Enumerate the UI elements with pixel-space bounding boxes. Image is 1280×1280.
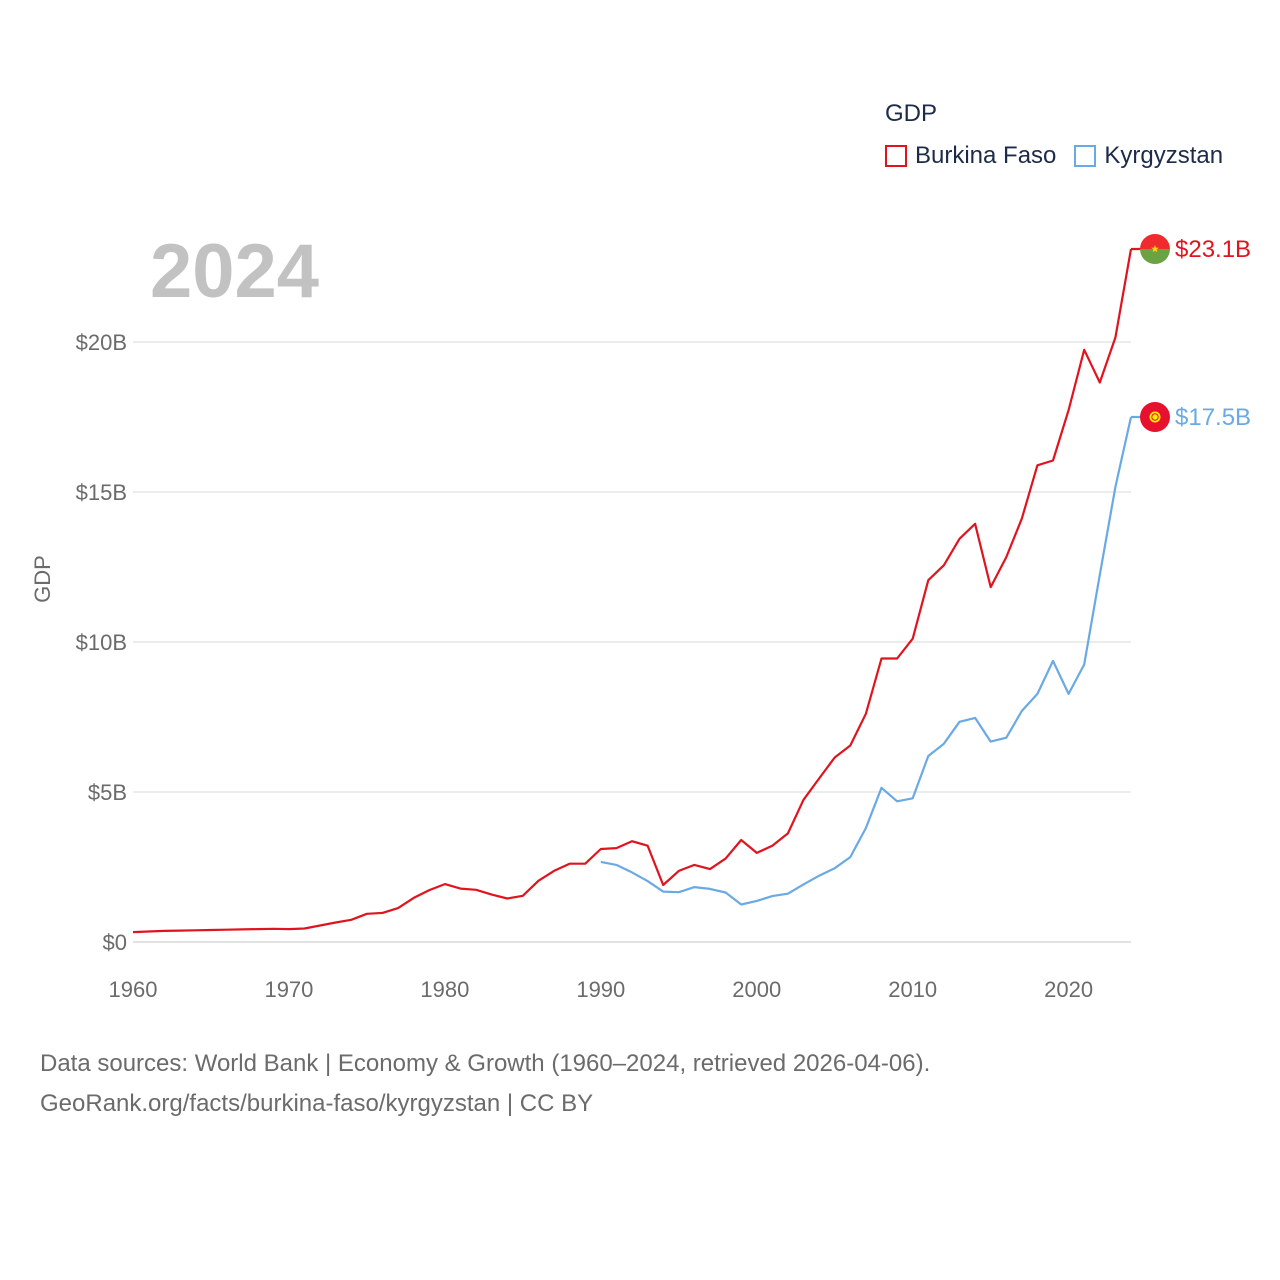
x-tick-label: 2000	[732, 977, 781, 1002]
footer-link[interactable]: GeoRank.org/facts/burkina-faso/kyrgyzsta…	[40, 1090, 594, 1117]
legend-title: GDP	[885, 100, 938, 127]
x-tick-label: 1960	[109, 977, 158, 1002]
y-tick-label: $0	[103, 930, 127, 955]
flag-star	[1151, 245, 1159, 253]
flag-top-half	[1140, 234, 1170, 249]
end-label-burkina-faso: $23.1B	[1175, 236, 1251, 263]
legend-item-kyrgyzstan[interactable]: Kyrgyzstan	[1074, 142, 1223, 170]
y-tick-label: $20B	[76, 330, 127, 355]
flag-bottom-half	[1140, 249, 1170, 264]
series-line-kyrgyzstan[interactable]	[600, 416, 1133, 906]
flag-icon-kyrgyzstan	[1140, 402, 1170, 432]
gridlines	[133, 341, 1131, 943]
flag-tunduk	[1151, 413, 1159, 421]
y-axis-ticks: $0 $5B $10B $15B $20B	[76, 330, 127, 955]
x-tick-label: 2010	[888, 977, 937, 1002]
x-tick-label: 2020	[1044, 977, 1093, 1002]
legend-label-burkina-faso: Burkina Faso	[915, 142, 1057, 169]
flag-sun	[1149, 411, 1161, 423]
y-tick-label: $10B	[76, 630, 127, 655]
series-end-markers: $23.1B $17.5B	[1131, 234, 1251, 432]
series-line-burkina-faso[interactable]	[132, 248, 1133, 934]
legend-label-kyrgyzstan: Kyrgyzstan	[1104, 142, 1224, 169]
flag-icon-burkina-faso	[1140, 234, 1170, 264]
x-axis-ticks: 1960 1970 1980 1990 2000 2010 2020	[109, 977, 1094, 1002]
y-axis-title: GDP	[30, 555, 55, 603]
footer: Data sources: World Bank | Economy & Gro…	[40, 1044, 930, 1124]
legend-item-burkina-faso[interactable]: Burkina Faso	[885, 142, 1056, 170]
x-tick-label: 1970	[264, 977, 313, 1002]
end-label-kyrgyzstan: $17.5B	[1175, 404, 1251, 431]
series-lines	[132, 248, 1133, 934]
legend-swatch-burkina-faso	[885, 145, 907, 167]
legend-swatch-kyrgyzstan	[1074, 145, 1097, 167]
y-tick-label: $5B	[88, 780, 127, 805]
y-tick-label: $15B	[76, 480, 127, 505]
x-tick-label: 1990	[576, 977, 625, 1002]
legend: Burkina Faso Kyrgyzstan	[885, 142, 1241, 170]
footer-sources: Data sources: World Bank | Economy & Gro…	[40, 1050, 931, 1077]
x-tick-label: 1980	[420, 977, 469, 1002]
year-label: 2024	[150, 229, 320, 314]
